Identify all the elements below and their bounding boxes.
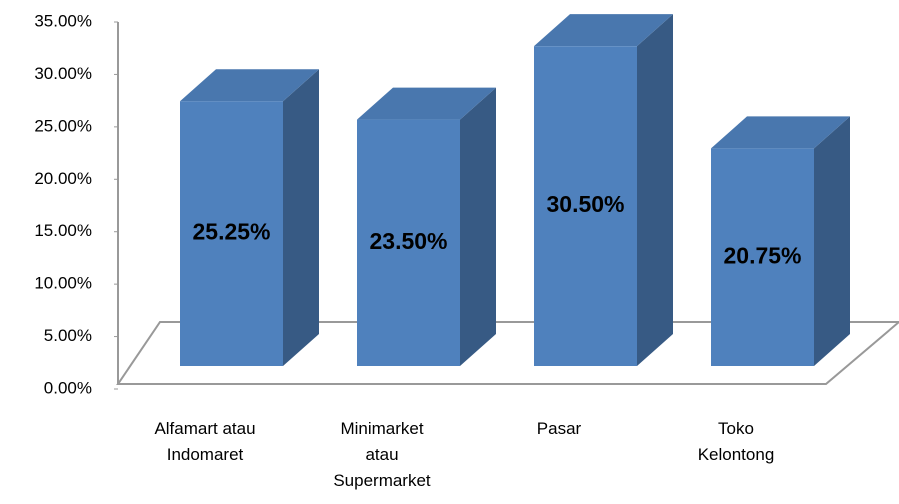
- data-label: 25.25%: [192, 219, 270, 245]
- x-tick-label: Pasar: [536, 419, 582, 438]
- y-tick-label: 35.00%: [34, 11, 92, 30]
- bar-top: [534, 14, 673, 47]
- bar-top: [180, 69, 319, 102]
- y-tick-label: 0.00%: [44, 378, 92, 397]
- bar-top: [357, 87, 496, 120]
- data-label: 30.50%: [546, 191, 624, 217]
- bar: [180, 101, 283, 366]
- floor: [116, 321, 899, 385]
- data-label: 23.50%: [369, 228, 447, 254]
- x-tick-label: Alfamart atau Indomaret: [154, 419, 256, 464]
- bar: [357, 119, 460, 366]
- bar-side: [814, 116, 850, 367]
- data-label: 20.75%: [723, 242, 801, 268]
- bar-side: [637, 14, 673, 366]
- bar-side: [283, 69, 319, 366]
- bar-side: [460, 87, 496, 366]
- bar-top: [711, 116, 850, 149]
- bar: [534, 46, 637, 366]
- y-tick-label: 25.00%: [34, 116, 92, 135]
- y-tick-label: 5.00%: [44, 326, 92, 345]
- bar: [711, 148, 814, 366]
- y-tick-label: 20.00%: [34, 169, 92, 188]
- x-tick-label: Toko Kelontong: [697, 419, 775, 464]
- y-tick-label: 10.00%: [34, 274, 92, 293]
- x-tick-label: Minimarket atau Supermarket: [333, 419, 431, 490]
- y-tick-label: 15.00%: [34, 221, 92, 240]
- y-tick-label: 30.00%: [34, 64, 92, 83]
